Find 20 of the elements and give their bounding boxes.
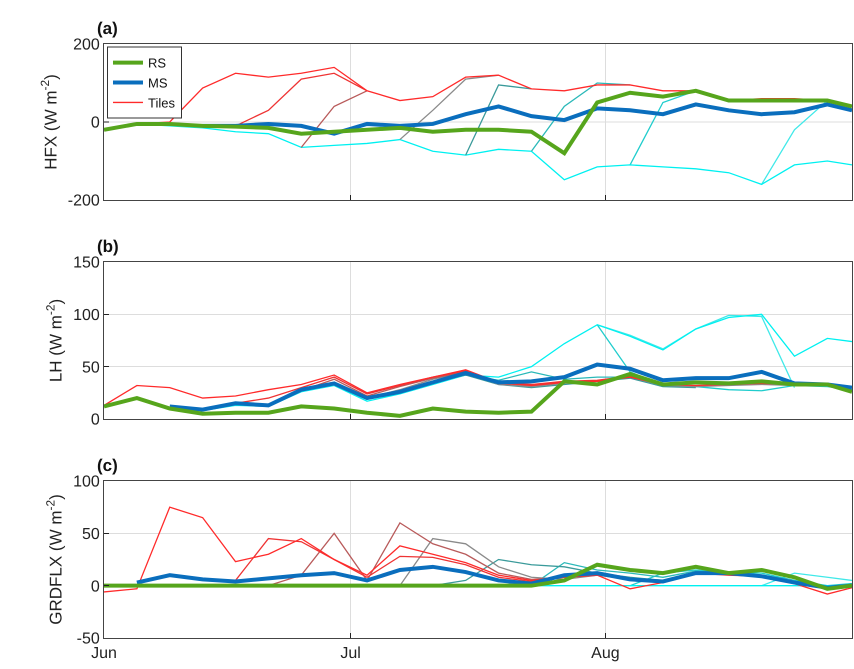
y-tick-label: 100	[73, 306, 100, 324]
y-tick-label: 150	[73, 254, 100, 272]
legend-label: MS	[148, 76, 168, 91]
y-tick-label: 50	[82, 359, 100, 376]
y-tick-label: 100	[73, 474, 100, 491]
x-tick-label: Jul	[340, 645, 361, 662]
chart-title: (b)	[97, 237, 119, 256]
legend-label: RS	[148, 56, 166, 71]
y-tick-label: 200	[73, 36, 100, 54]
y-tick-label: 0	[90, 114, 100, 132]
chart-title: (c)	[97, 456, 118, 475]
y-tick-label: 50	[82, 526, 100, 543]
chart-title: (a)	[97, 19, 118, 38]
legend-label: Tiles	[148, 95, 176, 110]
y-tick-label: 0	[90, 412, 100, 429]
y-tick-label: 0	[90, 578, 100, 596]
x-tick-label: Aug	[591, 645, 620, 662]
x-tick-label: Jun	[91, 645, 117, 662]
y-tick-label: -50	[76, 630, 100, 648]
y-tick-label: -200	[68, 192, 100, 210]
